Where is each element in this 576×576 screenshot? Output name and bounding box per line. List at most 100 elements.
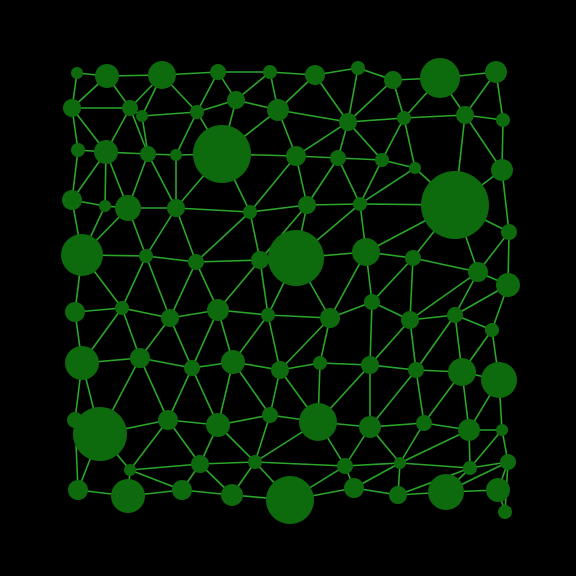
node [266, 476, 314, 524]
edge [170, 262, 196, 318]
edge [382, 118, 404, 160]
node [190, 105, 204, 119]
node [344, 478, 364, 498]
node [330, 150, 346, 166]
edge [410, 272, 478, 320]
node [481, 362, 517, 398]
edge [140, 358, 168, 420]
node [447, 307, 463, 323]
node [99, 200, 111, 212]
node [161, 309, 179, 327]
node [206, 413, 230, 437]
edge [416, 370, 424, 423]
node [416, 415, 432, 431]
node [496, 273, 520, 297]
node [167, 199, 185, 217]
node [468, 262, 488, 282]
node [130, 348, 150, 368]
node [184, 360, 200, 376]
node [261, 308, 275, 322]
node [94, 140, 118, 164]
edge [196, 260, 260, 262]
edge [142, 112, 197, 116]
node [409, 162, 421, 174]
node [394, 457, 406, 469]
node [170, 149, 182, 161]
node [65, 302, 85, 322]
node [421, 171, 489, 239]
node [139, 249, 153, 263]
node [313, 356, 327, 370]
node [353, 197, 367, 211]
node [210, 64, 226, 80]
node [63, 99, 81, 117]
edge [404, 115, 465, 118]
node [68, 480, 88, 500]
edge [404, 118, 415, 168]
node [389, 486, 407, 504]
node [61, 234, 103, 276]
node [115, 301, 129, 315]
node [337, 458, 353, 474]
node [172, 480, 192, 500]
node [221, 350, 245, 374]
node [384, 71, 402, 89]
node [500, 454, 516, 470]
node [498, 505, 512, 519]
node [428, 474, 464, 510]
node [268, 230, 324, 286]
edge [130, 464, 200, 470]
edge [196, 212, 250, 262]
node [397, 111, 411, 125]
node [207, 299, 229, 321]
node [122, 100, 138, 116]
node [305, 65, 325, 85]
node [299, 403, 337, 441]
node [188, 254, 204, 270]
node [115, 195, 141, 221]
node [251, 251, 269, 269]
edge [122, 256, 146, 308]
node [351, 61, 365, 75]
node [320, 308, 340, 328]
node [191, 455, 209, 473]
network-diagram [0, 0, 576, 576]
node [339, 113, 357, 131]
node [286, 146, 306, 166]
node [458, 419, 480, 441]
node [486, 478, 510, 502]
node [248, 455, 262, 469]
node [148, 61, 176, 89]
edge [176, 208, 250, 212]
edge [148, 154, 176, 208]
node [456, 106, 474, 124]
node [408, 362, 424, 378]
node [71, 143, 85, 157]
node [485, 323, 499, 337]
node [193, 125, 251, 183]
edge [370, 320, 410, 365]
node [496, 113, 510, 127]
node [448, 358, 476, 386]
node [271, 361, 289, 379]
node [496, 424, 508, 436]
node [501, 224, 517, 240]
node [71, 67, 83, 79]
edge [410, 258, 413, 320]
edge [255, 462, 345, 466]
node [298, 196, 316, 214]
edge [250, 156, 296, 212]
node [352, 238, 380, 266]
node [420, 58, 460, 98]
node [485, 61, 507, 83]
node [136, 110, 148, 122]
node [262, 407, 278, 423]
node [158, 410, 178, 430]
node [140, 146, 156, 162]
node [95, 64, 119, 88]
node [111, 479, 145, 513]
node [401, 311, 419, 329]
node [243, 205, 257, 219]
node [263, 65, 277, 79]
node [405, 250, 421, 266]
